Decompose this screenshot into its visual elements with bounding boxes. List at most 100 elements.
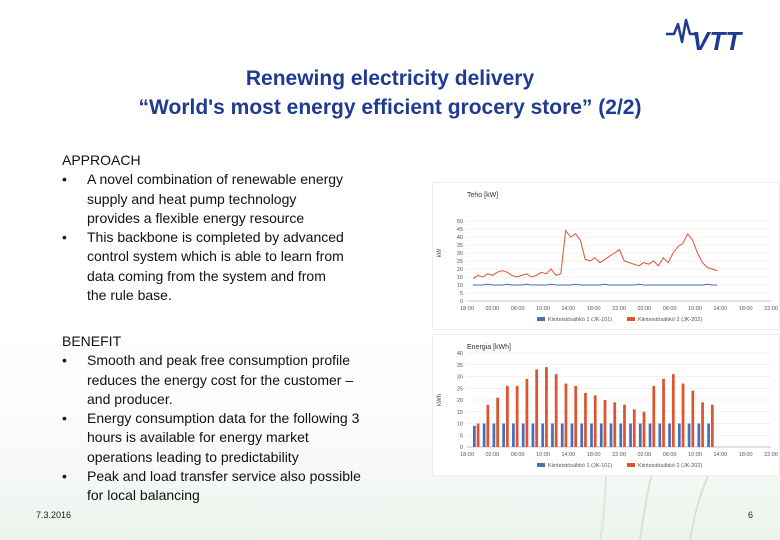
power-line-chart: Teho [kW] kW 0 5 10 15 20 25 30 35 40 45 50 18:00 02:0…	[432, 182, 780, 330]
y-tick-label: 35	[457, 363, 463, 369]
bar	[668, 423, 671, 447]
bar	[697, 423, 701, 447]
bar	[619, 423, 623, 447]
benefit-heading: BENEFIT	[62, 333, 122, 349]
bar	[681, 383, 685, 447]
bullet-line: Peak and load transfer service also poss…	[87, 468, 361, 485]
bar	[613, 402, 617, 447]
bar	[590, 423, 593, 447]
legend-swatch	[537, 463, 545, 467]
bar	[482, 423, 486, 447]
y-tick-label: 5	[460, 291, 463, 297]
approach-bullet: • This backbone is completed by advanced…	[62, 228, 387, 305]
bullet-marker: •	[62, 410, 67, 427]
x-tick-label: 14:00	[561, 306, 575, 312]
y-tick-label: 40	[457, 235, 463, 241]
bullet-line: provides a flexible energy resource	[87, 209, 305, 226]
bar	[574, 385, 578, 447]
logo-text: VTT	[692, 26, 743, 52]
x-tick-label: 22:00	[612, 452, 626, 458]
y-tick-label: 35	[457, 243, 463, 249]
energy-bar-chart: Energia [kWh] kWh 0 5 10 15 20 25 30 35 40 18:00 02:…	[432, 334, 780, 476]
y-tick-label: 45	[457, 227, 463, 233]
y-tick-label: 30	[457, 251, 463, 257]
benefit-bullet: • Smooth and peak free consumption profi…	[62, 351, 387, 409]
bullet-line: reduces the energy cost for the customer…	[87, 371, 354, 388]
y-tick-label: 30	[457, 375, 463, 381]
slide-title: Renewing electricity delivery “World's m…	[0, 64, 780, 122]
bar	[570, 423, 574, 447]
bar	[496, 397, 499, 447]
power-chart-svg: Teho [kW] kW 0 5 10 15 20 25 30 35 40 45 50 18:00 02:0…	[437, 192, 778, 323]
bullet-line: Smooth and peak free consumption profile	[87, 352, 351, 369]
y-tick-label: 20	[457, 398, 463, 404]
legend-swatch	[627, 463, 635, 467]
x-tick-label: 22:00	[612, 306, 626, 312]
x-tick-label: 22:00	[764, 452, 778, 458]
bar	[515, 385, 519, 447]
bullet-line: A novel combination of renewable energy	[87, 171, 344, 188]
y-axis-label: kWh	[437, 394, 443, 406]
x-tick-label: 10:00	[536, 306, 550, 312]
x-tick-label: 18:00	[739, 452, 753, 458]
x-tick-label: 22:00	[764, 306, 778, 312]
x-tick-label: 06:00	[663, 452, 677, 458]
chart-title: Energia [kWh]	[467, 344, 511, 351]
bullet-line: for local balancing	[87, 487, 200, 504]
bar	[652, 385, 656, 447]
x-tick-label: 14:00	[561, 452, 575, 458]
bullet-line: the rule base.	[87, 287, 172, 304]
x-tick-label: 10:00	[688, 306, 702, 312]
x-tick-label: 18:00	[460, 452, 474, 458]
bar	[512, 423, 515, 447]
bullet-line: This backbone is completed by advanced	[87, 229, 344, 246]
bar	[677, 423, 681, 447]
bullet-line: Energy consumption data for the followin…	[87, 410, 360, 427]
benefit-bullet: • Energy consumption data for the follow…	[62, 409, 387, 467]
bar	[506, 385, 509, 447]
chart-title: Teho [kW]	[467, 192, 498, 199]
bar	[648, 423, 652, 447]
bar	[564, 383, 568, 447]
bar	[584, 392, 587, 447]
legend-label: Kiinteistösähkö 2 (JK-202)	[638, 463, 702, 469]
bullet-line: data coming from the system and from	[87, 267, 326, 284]
title-line-1: Renewing electricity delivery	[245, 67, 535, 90]
bullet-line: hours is available for energy market	[87, 429, 309, 446]
y-tick-label: 10	[457, 283, 463, 289]
x-tick-label: 18:00	[587, 306, 601, 312]
x-tick-label: 06:00	[663, 306, 677, 312]
x-tick-label: 18:00	[587, 452, 601, 458]
bar	[599, 423, 603, 447]
bar	[545, 367, 548, 447]
bar	[541, 423, 545, 447]
y-tick-label: 0	[460, 299, 463, 305]
x-tick-label: 02:00	[637, 306, 651, 312]
benefit-section: BENEFIT • Smooth and peak free consumpti…	[62, 332, 387, 506]
bar	[638, 423, 642, 447]
bar	[623, 404, 626, 447]
vtt-wave-icon	[666, 18, 696, 44]
bar	[662, 378, 665, 447]
y-tick-label: 20	[457, 267, 463, 273]
bar	[603, 400, 607, 447]
x-tick-label: 06:00	[511, 306, 525, 312]
title-line-2: “World's most energy efficient grocery s…	[138, 96, 642, 119]
bar	[593, 395, 597, 447]
bar	[671, 374, 675, 447]
x-tick-label: 02:00	[485, 452, 499, 458]
y-tick-label: 40	[457, 351, 463, 357]
x-tick-label: 18:00	[739, 306, 753, 312]
y-axis-label: kW	[437, 248, 443, 257]
bar	[473, 425, 476, 447]
bar	[525, 378, 529, 447]
bullet-marker: •	[62, 468, 67, 485]
bullet-marker: •	[62, 229, 67, 246]
bullet-line: supply and heat pump technology	[87, 190, 297, 207]
page-number: 6	[748, 510, 754, 520]
bar	[629, 423, 632, 447]
x-tick-label: 10:00	[536, 452, 550, 458]
x-tick-label: 18:00	[460, 306, 474, 312]
y-tick-label: 5	[460, 433, 463, 439]
approach-section: APPROACH • A novel combination of renewa…	[62, 151, 387, 305]
